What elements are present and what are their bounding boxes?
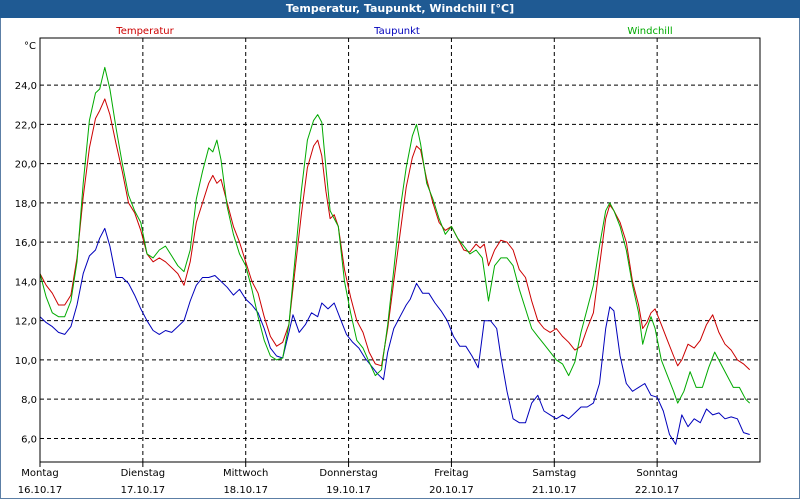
grid <box>40 38 760 462</box>
x-tick-date: 16.10.17 <box>18 485 63 496</box>
series-line-windchill <box>39 66 751 404</box>
x-tick-date: 17.10.17 <box>121 485 166 496</box>
x-tick-day: Montag <box>21 468 58 479</box>
x-tick-date: 19.10.17 <box>326 485 371 496</box>
x-tick-day: Freitag <box>434 468 468 479</box>
series-line-taupunkt <box>39 227 750 445</box>
y-tick-label: 24,0 <box>15 81 37 92</box>
x-tick-day: Dienstag <box>121 468 166 479</box>
x-tick-day: Sonntag <box>636 468 678 479</box>
x-tick-date: 22.10.17 <box>635 485 680 496</box>
y-axis: 6,0 8,0 10,0 12,0 14,0 16,0 18,0 20,0 22,0 24,0 <box>15 81 37 445</box>
legend-item-temperatur: Temperatur <box>115 26 174 37</box>
x-tick-day: Mittwoch <box>223 468 268 479</box>
y-tick-label: 20,0 <box>15 160 37 171</box>
x-tick-date: 21.10.17 <box>532 485 577 496</box>
legend: Temperatur Taupunkt Windchill <box>115 26 672 37</box>
window-title: Temperatur, Taupunkt, Windchill [°C] <box>0 0 800 18</box>
x-axis: Montag 16.10.17 Dienstag 17.10.17 Mittwoch 18… <box>18 462 680 496</box>
y-tick-label: 18,0 <box>15 199 37 210</box>
legend-item-taupunkt: Taupunkt <box>373 26 420 37</box>
x-tick-day: Donnerstag <box>319 468 377 479</box>
series-line-temperatur <box>39 98 751 371</box>
y-tick-label: 10,0 <box>15 356 37 367</box>
y-axis-label: °C <box>24 41 36 52</box>
plot-area <box>39 37 761 463</box>
y-tick-label: 6,0 <box>21 434 37 445</box>
y-tick-label: 12,0 <box>15 317 37 328</box>
y-tick-label: 14,0 <box>15 277 37 288</box>
series-lines <box>39 66 751 445</box>
x-tick-date: 20.10.17 <box>429 485 474 496</box>
y-tick-label: 22,0 <box>15 120 37 131</box>
y-tick-label: 16,0 <box>15 238 37 249</box>
y-tick-label: 8,0 <box>21 395 37 406</box>
x-tick-day: Samstag <box>532 468 576 479</box>
x-tick-date: 18.10.17 <box>223 485 268 496</box>
legend-item-windchill: Windchill <box>627 26 672 37</box>
